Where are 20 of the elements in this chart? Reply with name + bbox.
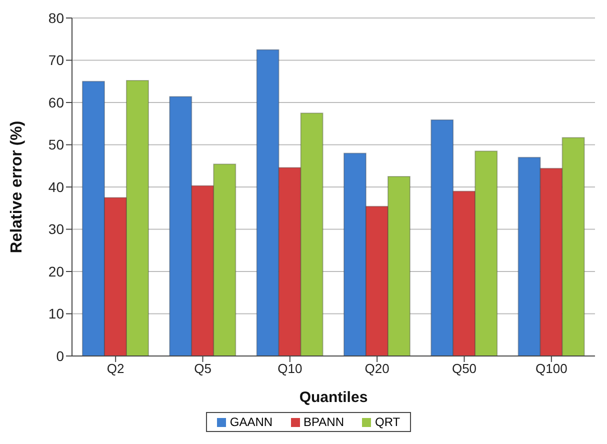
x-tick-label: Q50 xyxy=(452,361,477,376)
y-tick-label: 80 xyxy=(48,10,64,26)
legend-label: BPANN xyxy=(302,415,344,429)
x-tick-label: Q100 xyxy=(536,361,568,376)
y-tick-label: 20 xyxy=(48,263,64,280)
x-axis-title: Quantiles xyxy=(299,389,368,406)
legend-label: QRT xyxy=(374,415,400,429)
y-tick-label: 0 xyxy=(56,348,64,364)
y-tick-label: 10 xyxy=(48,306,64,322)
y-tick-label: 30 xyxy=(48,221,64,238)
x-tick-label: Q10 xyxy=(278,361,302,376)
y-tick-label: 40 xyxy=(48,178,64,195)
y-axis-title: Relative error (%) xyxy=(8,120,26,254)
x-tick-label: Q5 xyxy=(194,361,212,376)
x-tick-label: Q2 xyxy=(106,361,124,376)
legend-label: GAANN xyxy=(228,415,273,429)
y-tick-label: 60 xyxy=(48,94,64,110)
y-tick-label: 50 xyxy=(48,136,64,153)
y-tick-label: 70 xyxy=(48,52,64,68)
x-tick-label: Q20 xyxy=(364,361,390,376)
